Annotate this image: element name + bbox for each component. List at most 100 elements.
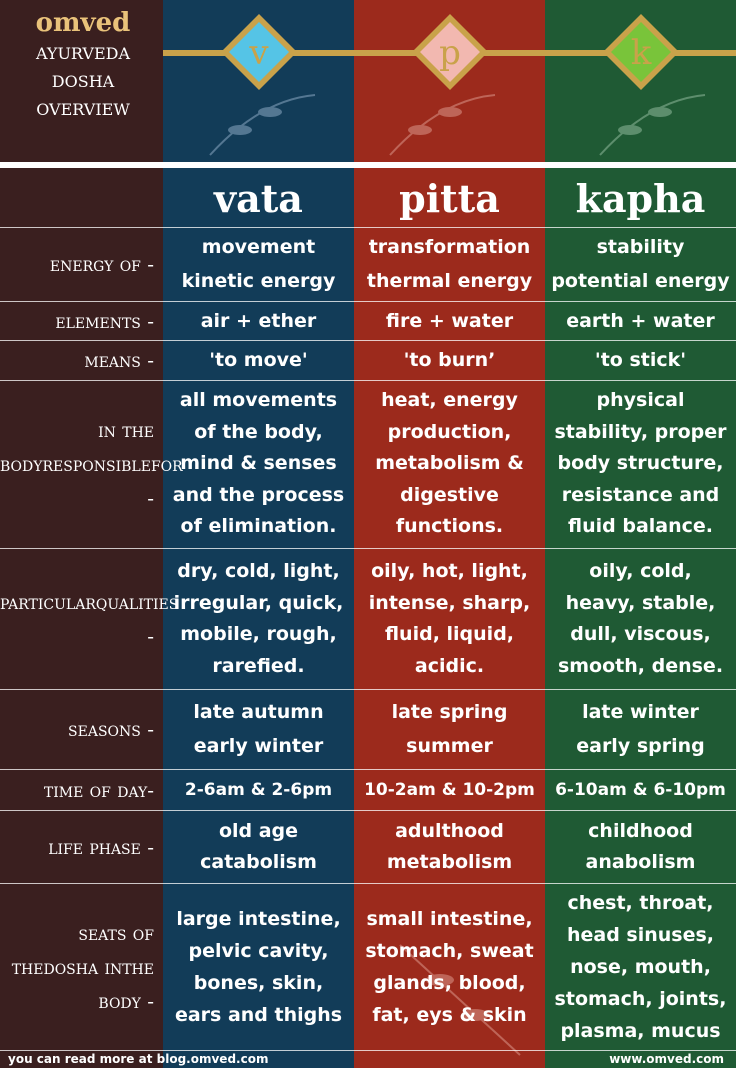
text-line: early spring <box>576 735 705 757</box>
table-row: time of day- 2-6am & 2-6pm 10-2am & 10-2pm… <box>0 770 736 810</box>
label-column-bg <box>0 0 163 1068</box>
text-line: 2-6am & 2-6pm <box>184 780 333 800</box>
medal-letter: p <box>439 33 461 73</box>
footer-site-link[interactable]: www.omved.com <box>609 1052 724 1066</box>
text-line: nose, mouth, <box>570 956 711 978</box>
medal-fill <box>611 22 671 82</box>
text-line: production, <box>387 420 512 443</box>
text-line: thermal energy <box>366 270 533 292</box>
leaf-decoration-icon <box>399 944 521 1056</box>
text-line: qualities - <box>95 590 179 648</box>
text-line: kinetic energy <box>181 270 336 292</box>
row-label: particularqualities - <box>0 585 178 653</box>
text-line: metabolism <box>386 851 513 873</box>
text-line: 10-2am & 10-2pm <box>364 780 535 800</box>
row-label: seats of thedosha inthe body - <box>0 916 160 1018</box>
table-row: elements - air + ether fire + water earth +… <box>0 302 736 340</box>
kapha-cell: childhood anabolism <box>545 816 736 878</box>
row-divider <box>0 689 736 690</box>
vata-cell: late autumn early winter <box>163 695 354 763</box>
vata-cell: old age catabolism <box>163 816 354 878</box>
logo-wordmark: omved <box>35 8 131 38</box>
text-line: fat, eys & skin <box>372 1004 527 1026</box>
text-line: chest, throat, <box>567 892 714 914</box>
text-line: physical <box>596 389 685 412</box>
row-divider <box>0 1050 736 1051</box>
text-line: oily, hot, light, <box>371 560 528 582</box>
text-line: rarefied. <box>212 654 305 677</box>
text-line: stomach, sweat <box>365 940 534 962</box>
pitta-cell: transformation thermal energy <box>354 230 545 298</box>
leaf-decoration-icon <box>389 94 496 156</box>
medal-letter: v <box>248 33 269 73</box>
text-line: fluid balance. <box>568 515 713 538</box>
table-row: seasons - late autumn early winter late spr… <box>0 690 736 768</box>
text-line: head sinuses, <box>566 924 715 946</box>
kapha-cell: 6-10am & 6-10pm <box>545 771 736 809</box>
pitta-cell: oily, hot, light, intense, sharp, fluid, l… <box>354 556 545 682</box>
text-line: 'to move' <box>209 349 308 371</box>
text-line: resistance and <box>561 483 720 506</box>
medal-fill <box>420 22 480 82</box>
text-line: elements - <box>55 309 154 333</box>
text-line: air + ether <box>200 310 317 332</box>
text-line: means - <box>84 348 154 372</box>
row-divider <box>0 380 736 381</box>
brand-logo: omved ayurveda dosha overview <box>8 8 158 122</box>
text-line: heavy, stable, <box>565 591 716 614</box>
table-row: in the bodyresponsiblefor - all movements… <box>0 381 736 547</box>
pitta-cell: small intestine, stomach, sweat glands, bl… <box>354 903 545 1031</box>
text-line: bones, skin, <box>193 972 324 994</box>
row-label: energy of - <box>0 247 160 281</box>
pitta-cell: 10-2am & 10-2pm <box>354 771 545 809</box>
text-line: digestive <box>400 483 499 506</box>
text-line: mobile, rough, <box>180 623 337 645</box>
header-divider <box>0 162 736 168</box>
kapha-cell: earth + water <box>545 303 736 339</box>
text-line: ears and thighs <box>174 1004 343 1026</box>
text-line: smooth, dense. <box>557 654 724 677</box>
kapha-column-bg <box>545 0 736 1068</box>
row-divider <box>0 227 736 228</box>
text-line: late autumn <box>193 701 324 723</box>
footer-blog-link[interactable]: you can read more at blog.omved.com <box>8 1052 269 1066</box>
leaf-decoration-icon <box>209 94 316 156</box>
text-line: responsible <box>42 452 151 476</box>
kapha-cell: oily, cold, heavy, stable, dull, viscous, s… <box>545 556 736 682</box>
title-line: overview <box>36 95 130 121</box>
medal-letter: k <box>631 33 652 73</box>
text-line: small intestine, <box>366 908 533 930</box>
text-line: dosha in <box>43 955 123 979</box>
pitta-cell: late spring summer <box>354 695 545 763</box>
text-line: transformation <box>368 236 531 258</box>
text-line: oily, cold, <box>589 560 692 582</box>
row-label: time of day- <box>0 771 160 809</box>
column-header-kapha: kapha <box>575 176 706 221</box>
vata-column-bg <box>163 0 354 1068</box>
text-line: life phase - <box>48 835 154 859</box>
text-line: fire + water <box>385 310 514 332</box>
pitta-cell: fire + water <box>354 303 545 339</box>
pitta-cell: 'to burn’ <box>354 341 545 379</box>
row-divider <box>0 340 736 341</box>
pitta-cell: adulthood metabolism <box>354 816 545 878</box>
column-header-pitta: pitta <box>399 176 500 221</box>
text-line: in the body <box>0 418 154 476</box>
vata-cell: air + ether <box>163 303 354 339</box>
vata-medallion: v <box>219 12 299 92</box>
row-divider <box>0 769 736 770</box>
text-line: childhood <box>588 820 693 842</box>
text-line: acidic. <box>414 654 485 677</box>
text-line: pelvic cavity, <box>188 940 329 962</box>
text-line: of elimination. <box>180 515 337 538</box>
text-line: 'to stick' <box>594 349 687 371</box>
text-line: seasons - <box>68 717 154 741</box>
title-line: dosha <box>51 67 115 93</box>
title-line: ayurveda <box>35 39 131 65</box>
medal-fill <box>229 22 289 82</box>
kapha-cell: chest, throat, head sinuses, nose, mouth, s… <box>545 887 736 1047</box>
row-label: in the bodyresponsiblefor - <box>0 413 183 515</box>
row-divider <box>0 548 736 549</box>
text-line: stability <box>596 236 685 258</box>
